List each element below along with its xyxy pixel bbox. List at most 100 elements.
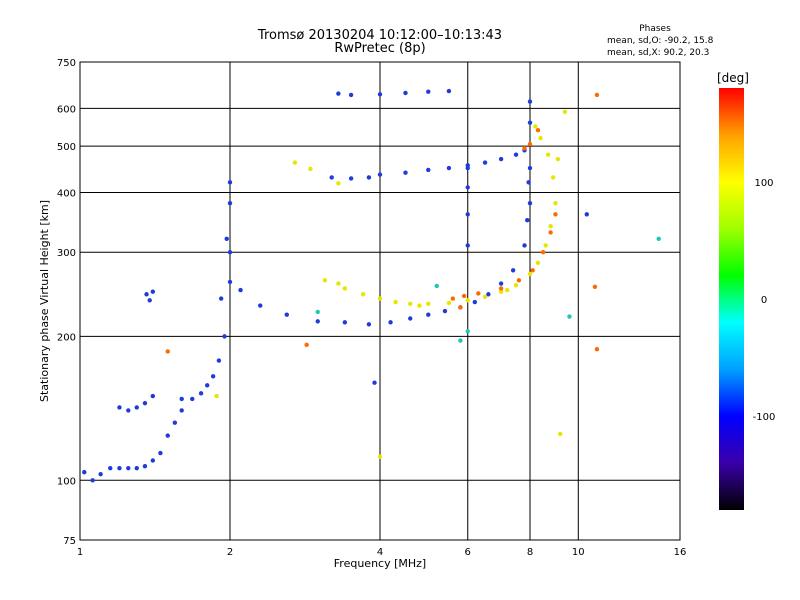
data-point	[90, 478, 95, 483]
phases-annotation-o: mean, sd,O: -90.2, 15.8	[607, 36, 714, 46]
x-tick-label: 8	[527, 547, 533, 558]
y-tick-label: 300	[57, 248, 76, 259]
x-tick-label: 6	[465, 547, 471, 558]
data-point	[126, 408, 131, 413]
y-tick-label: 75	[63, 536, 76, 547]
data-point	[218, 296, 224, 301]
data-point	[594, 347, 600, 352]
colorbar-tick-label: 0	[761, 295, 767, 306]
data-point	[527, 200, 533, 206]
y-tick-label: 500	[57, 142, 76, 153]
data-point	[513, 282, 519, 288]
data-point	[461, 293, 467, 299]
data-point	[165, 433, 170, 438]
data-point	[482, 294, 488, 300]
data-point	[315, 319, 320, 324]
data-point	[134, 465, 139, 471]
data-point	[403, 170, 408, 175]
x-tick-label: 4	[377, 547, 383, 558]
data-point	[498, 286, 504, 291]
y-axis-label: Stationary phase Virtual Height [km]	[38, 200, 51, 402]
data-point	[465, 298, 470, 303]
data-point	[548, 230, 553, 235]
data-point	[150, 393, 156, 399]
data-point	[224, 236, 229, 242]
data-point	[465, 212, 470, 217]
x-tick-label: 2	[227, 547, 233, 558]
data-point	[446, 300, 452, 306]
data-point	[142, 400, 148, 406]
data-point	[555, 156, 561, 162]
data-point	[336, 281, 341, 286]
data-point	[538, 135, 543, 141]
data-point	[204, 383, 210, 388]
data-point	[446, 88, 452, 94]
data-point	[562, 109, 568, 115]
data-point	[403, 90, 408, 96]
phases-annotation-x: mean, sd,X: 90.2, 20.3	[607, 48, 709, 58]
colorbar-tick-labels: -100 0 100	[753, 178, 776, 423]
data-point	[553, 200, 558, 206]
data-point	[472, 299, 478, 305]
data-point	[227, 250, 233, 255]
data-point	[82, 469, 87, 475]
data-point	[442, 308, 448, 314]
data-point	[545, 152, 551, 157]
data-point	[179, 396, 184, 402]
colorbar-tick-label: 100	[754, 178, 773, 189]
data-point	[426, 89, 431, 94]
y-tick-label: 750	[57, 58, 76, 69]
data-point	[465, 163, 470, 168]
data-point	[567, 314, 572, 319]
data-point	[533, 124, 538, 129]
data-point	[527, 141, 533, 147]
data-point	[408, 316, 413, 321]
data-point	[530, 268, 535, 273]
x-tick-label: 10	[572, 547, 585, 558]
data-point	[158, 450, 163, 456]
data-point	[548, 224, 553, 229]
data-point	[216, 358, 222, 363]
data-point	[165, 349, 170, 354]
grid-lines	[80, 62, 680, 540]
data-point	[172, 420, 178, 425]
data-point	[366, 175, 372, 180]
data-point	[510, 268, 516, 273]
data-point	[150, 458, 156, 463]
x-tick-label: 16	[674, 547, 687, 558]
data-point	[377, 172, 383, 177]
data-point	[465, 243, 470, 248]
data-point	[108, 465, 113, 471]
data-point	[558, 431, 563, 437]
data-point	[258, 303, 263, 308]
data-point	[527, 165, 533, 171]
data-point	[584, 212, 589, 217]
data-point	[486, 292, 491, 297]
data-point	[348, 92, 354, 98]
data-point	[417, 303, 422, 308]
data-point	[214, 393, 219, 399]
data-point	[179, 408, 184, 413]
y-tick-label: 400	[57, 188, 76, 199]
data-point	[117, 405, 122, 410]
phases-annotation-title: Phases	[639, 24, 671, 34]
data-point	[476, 291, 481, 296]
data-point	[227, 279, 233, 285]
data-point	[553, 212, 558, 217]
data-point	[656, 236, 661, 242]
data-point	[227, 180, 233, 185]
data-point	[434, 283, 439, 289]
data-points	[82, 88, 661, 483]
data-point	[426, 167, 431, 173]
data-point	[504, 287, 510, 293]
colorbar-label: [deg]	[717, 71, 749, 85]
data-point	[292, 160, 298, 165]
data-point	[308, 166, 313, 172]
data-point	[594, 92, 600, 98]
data-point	[150, 289, 156, 294]
data-point	[535, 127, 541, 133]
data-point	[348, 176, 354, 181]
data-point	[227, 200, 233, 206]
plot-frame	[79, 61, 681, 541]
data-point	[516, 278, 522, 283]
